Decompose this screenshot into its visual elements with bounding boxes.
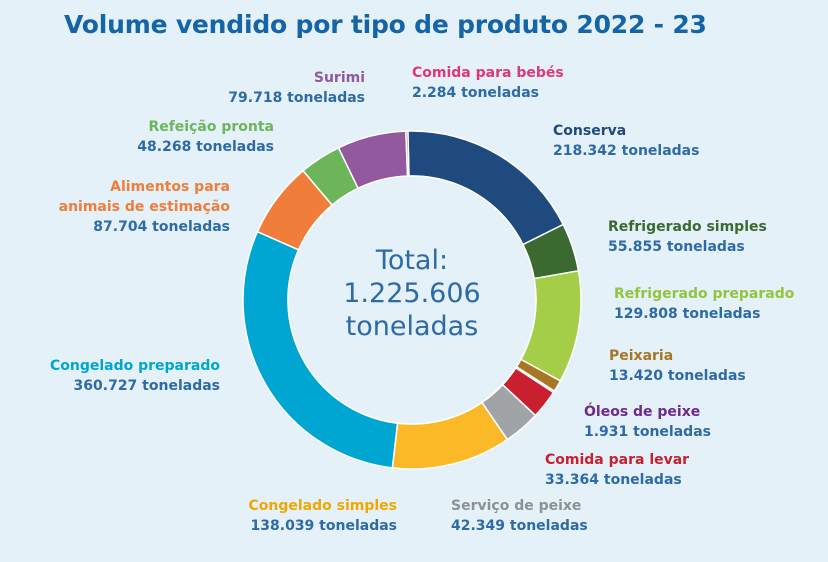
label-surimi-value: 79.718 toneladas xyxy=(228,90,365,106)
total-label: Total: 1.225.606 toneladas xyxy=(312,244,512,343)
label-surimi: Surimi 79.718 toneladas xyxy=(160,68,365,108)
label-conserva: Conserva 218.342 toneladas xyxy=(553,121,699,161)
label-oleos-name: Óleos de peixe xyxy=(584,404,701,420)
label-refeicao-name: Refeição pronta xyxy=(148,119,274,135)
label-congelado-preparado-name: Congelado preparado xyxy=(49,358,220,374)
label-refrigerado-simples-value: 55.855 toneladas xyxy=(608,239,745,255)
label-peixaria-name: Peixaria xyxy=(609,348,674,364)
label-animais-name-2: animais de estimação xyxy=(58,199,230,215)
total-line-1: Total: xyxy=(375,245,449,276)
label-conserva-value: 218.342 toneladas xyxy=(553,143,700,159)
label-congelado-preparado: Congelado preparado 360.727 toneladas xyxy=(20,356,220,396)
label-refrigerado-simples-name: Refrigerado simples xyxy=(608,219,767,235)
label-refrigerado-preparado: Refrigerado preparado 129.808 toneladas xyxy=(614,284,794,324)
label-oleos: Óleos de peixe 1.931 toneladas xyxy=(584,402,711,442)
label-congelado-simples-value: 138.039 toneladas xyxy=(250,518,397,534)
label-animais-name-1: Alimentos para xyxy=(110,179,230,195)
label-peixaria-value: 13.420 toneladas xyxy=(609,368,746,384)
label-comida-levar-value: 33.364 toneladas xyxy=(545,472,682,488)
label-congelado-simples-name: Congelado simples xyxy=(248,498,397,514)
total-line-3: toneladas xyxy=(345,311,479,342)
label-refrigerado-preparado-value: 129.808 toneladas xyxy=(614,306,761,322)
label-comida-levar: Comida para levar 33.364 toneladas xyxy=(545,450,689,490)
total-line-2: 1.225.606 xyxy=(343,278,481,309)
label-bebes: Comida para bebés 2.284 toneladas xyxy=(412,63,564,103)
label-surimi-name: Surimi xyxy=(313,70,365,86)
label-servico-name: Serviço de peixe xyxy=(451,498,582,514)
label-refrigerado-simples: Refrigerado simples 55.855 toneladas xyxy=(608,217,767,257)
label-refrigerado-preparado-name: Refrigerado preparado xyxy=(614,286,795,302)
label-bebes-name: Comida para bebés xyxy=(412,65,564,81)
label-refeicao: Refeição pronta 48.268 toneladas xyxy=(60,117,274,157)
label-animais: Alimentos para animais de estimação 87.7… xyxy=(20,177,230,237)
label-refeicao-value: 48.268 toneladas xyxy=(137,139,274,155)
label-animais-value: 87.704 toneladas xyxy=(93,219,230,235)
label-bebes-value: 2.284 toneladas xyxy=(412,85,539,101)
label-servico: Serviço de peixe 42.349 toneladas xyxy=(451,496,588,536)
donut-hole xyxy=(287,175,537,425)
label-congelado-simples: Congelado simples 138.039 toneladas xyxy=(230,496,397,536)
label-conserva-name: Conserva xyxy=(553,123,627,139)
label-comida-levar-name: Comida para levar xyxy=(545,452,690,468)
label-congelado-preparado-value: 360.727 toneladas xyxy=(73,378,220,394)
label-peixaria: Peixaria 13.420 toneladas xyxy=(609,346,746,386)
label-oleos-value: 1.931 toneladas xyxy=(584,424,711,440)
label-servico-value: 42.349 toneladas xyxy=(451,518,588,534)
chart-title: Volume vendido por tipo de produto 2022 … xyxy=(64,10,707,39)
